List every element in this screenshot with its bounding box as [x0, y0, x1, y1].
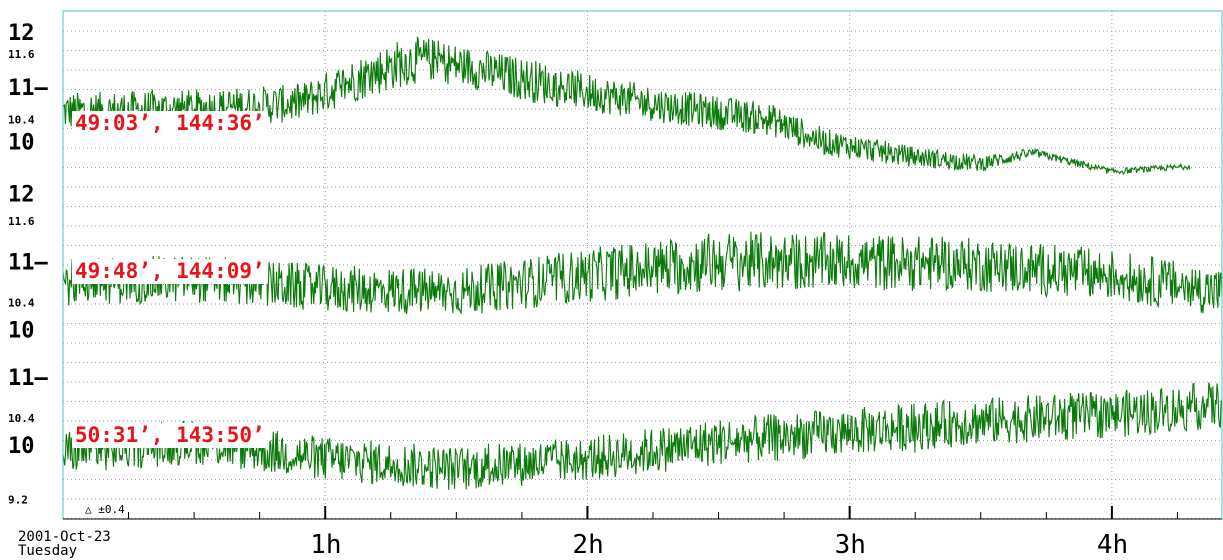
x-tick-label: 1h — [310, 530, 341, 560]
panel-coordinate-label: 49:03’, 144:36’ — [72, 111, 268, 136]
date-label: 2001-Oct-23 — [18, 529, 111, 545]
coordinate-label-background — [72, 111, 268, 136]
seismic-trace — [62, 382, 1223, 490]
y-tick-label: 9.2 — [8, 494, 28, 507]
panel-label-layer: 49:03’, 144:36’ 49:48’, 144:09’ 50:31’, 14… — [72, 111, 268, 448]
y-axis-labels: 12 11.6 11– 10.4 10 12 11.6 11– 10.4 10 11– 10.4 10 9… — [8, 21, 48, 507]
y-tick-label: 11– — [8, 366, 48, 391]
coordinate-label-text: 49:03’, 144:36’ — [75, 111, 265, 135]
coordinate-label-background — [72, 423, 268, 448]
y-tick-label: 11– — [8, 251, 48, 276]
x-tick-label: 4h — [1097, 530, 1128, 560]
y-tick-label: 10.4 — [8, 412, 35, 425]
scale-note: △ ±0.4 — [85, 503, 125, 516]
x-tick-label: 3h — [835, 530, 866, 560]
y-tick-label: 11– — [8, 76, 48, 101]
panel-coordinate-label: 50:31’, 143:50’ — [72, 423, 268, 448]
seismic-trace — [62, 231, 1223, 315]
y-tick-label: 10.4 — [8, 296, 35, 309]
y-tick-label: 11.6 — [8, 48, 35, 61]
seismic-trace — [62, 35, 1191, 176]
coordinate-label-text: 49:48’, 144:09’ — [75, 259, 265, 283]
y-tick-label: 10 — [8, 319, 35, 344]
panel-coordinate-label: 49:48’, 144:09’ — [72, 259, 268, 284]
y-tick-label: 11.6 — [8, 215, 35, 228]
y-tick-label: 12 — [8, 21, 35, 46]
coordinate-label-text: 50:31’, 143:50’ — [75, 423, 265, 447]
x-tick-label: 2h — [572, 530, 603, 560]
weekday-label: Tuesday — [18, 543, 77, 559]
coordinate-label-background — [72, 259, 268, 284]
y-tick-label: 10 — [8, 434, 35, 459]
x-axis: 1h 2h 3h 4h — [63, 506, 1222, 560]
y-tick-label: 10 — [8, 131, 35, 156]
y-tick-label: 10.4 — [8, 114, 35, 127]
y-tick-label: 12 — [8, 183, 35, 208]
